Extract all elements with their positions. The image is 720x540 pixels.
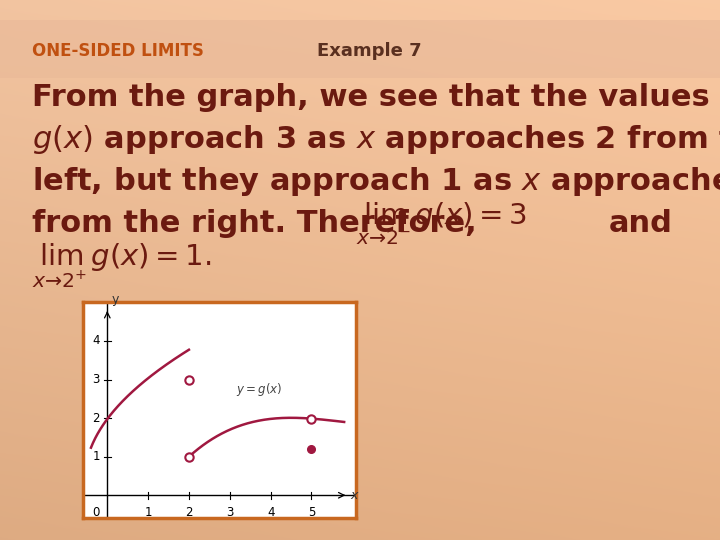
Text: $g(x)$ approach 3 as $x$ approaches 2 from the: $g(x)$ approach 3 as $x$ approaches 2 fr… xyxy=(32,123,720,156)
Text: y: y xyxy=(112,293,119,306)
Text: left, but they approach 1 as $x$ approaches 2: left, but they approach 1 as $x$ approac… xyxy=(32,165,720,198)
Text: 4: 4 xyxy=(92,334,100,347)
Text: 2: 2 xyxy=(185,506,193,519)
Text: 5: 5 xyxy=(307,506,315,519)
Text: from the right. Therefore,: from the right. Therefore, xyxy=(32,209,477,238)
Text: $\lim_{x \to 2^{-}} g(x) = 3$: $\lim_{x \to 2^{-}} g(x) = 3$ xyxy=(356,200,528,247)
Text: ONE-SIDED LIMITS: ONE-SIDED LIMITS xyxy=(32,42,204,60)
Text: 2: 2 xyxy=(92,411,100,424)
Text: From the graph, we see that the values of: From the graph, we see that the values o… xyxy=(32,83,720,112)
Text: x: x xyxy=(350,489,358,502)
Text: and: and xyxy=(608,209,672,238)
Text: Example 7: Example 7 xyxy=(317,42,421,60)
FancyBboxPatch shape xyxy=(0,20,720,78)
Text: 4: 4 xyxy=(267,506,274,519)
Text: 3: 3 xyxy=(226,506,233,519)
Text: 3: 3 xyxy=(93,373,100,386)
Text: $\lim_{x \to 2^{+}} g(x) = 1.$: $\lim_{x \to 2^{+}} g(x) = 1.$ xyxy=(32,241,212,290)
Text: 1: 1 xyxy=(92,450,100,463)
Text: $y = g(x)$: $y = g(x)$ xyxy=(236,381,282,398)
Text: 0: 0 xyxy=(93,506,100,519)
Text: 1: 1 xyxy=(145,506,152,519)
